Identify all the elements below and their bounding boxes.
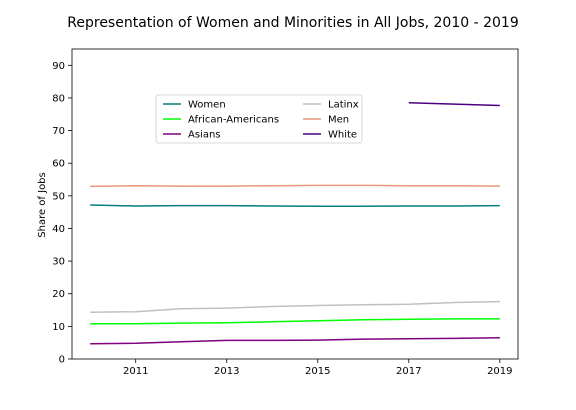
y-tick-label: 40 xyxy=(52,224,65,235)
x-tick-label: 2017 xyxy=(396,366,421,377)
legend-entry: Latinx xyxy=(328,100,359,111)
x-tick-label: 2015 xyxy=(305,366,330,377)
plot-frame xyxy=(71,48,519,360)
series-line-latinx xyxy=(90,300,500,314)
y-tick-label: 90 xyxy=(52,61,65,72)
legend: Women African-Americans Asians Latinx Men Whi… xyxy=(155,94,363,144)
legend-box xyxy=(155,94,363,144)
y-axis-ticks: 0 10 20 30 40 50 60 70 80 90 xyxy=(52,61,72,366)
y-tick-label: 10 xyxy=(52,322,65,333)
y-tick-label: 30 xyxy=(52,257,65,268)
y-tick-label: 0 xyxy=(59,355,65,366)
series-line-african-americans xyxy=(90,318,500,325)
legend-entry: African-Americans xyxy=(188,115,279,126)
legend-entry: Women xyxy=(188,100,226,111)
x-tick-label: 2013 xyxy=(214,366,239,377)
y-tick-label: 80 xyxy=(52,93,65,104)
series-line-white xyxy=(408,102,500,107)
y-tick-label: 20 xyxy=(52,289,65,300)
chart-title: Representation of Women and Minorities i… xyxy=(67,15,518,31)
y-tick-label: 60 xyxy=(52,159,65,170)
legend-entry: Men xyxy=(328,115,349,126)
series-line-women xyxy=(90,204,500,208)
legend-entry: Asians xyxy=(188,130,221,141)
x-axis-ticks: 2011 2013 2015 2017 2019 xyxy=(123,359,513,377)
x-tick-label: 2019 xyxy=(487,366,512,377)
series-line-men xyxy=(90,184,500,188)
series-lines xyxy=(90,102,500,345)
series-line-asians xyxy=(90,337,500,345)
y-tick-label: 70 xyxy=(52,126,65,137)
x-tick-label: 2011 xyxy=(123,366,148,377)
y-axis-label: Share of Jobs xyxy=(37,172,48,237)
y-tick-label: 50 xyxy=(52,191,65,202)
legend-entry: White xyxy=(328,130,357,141)
